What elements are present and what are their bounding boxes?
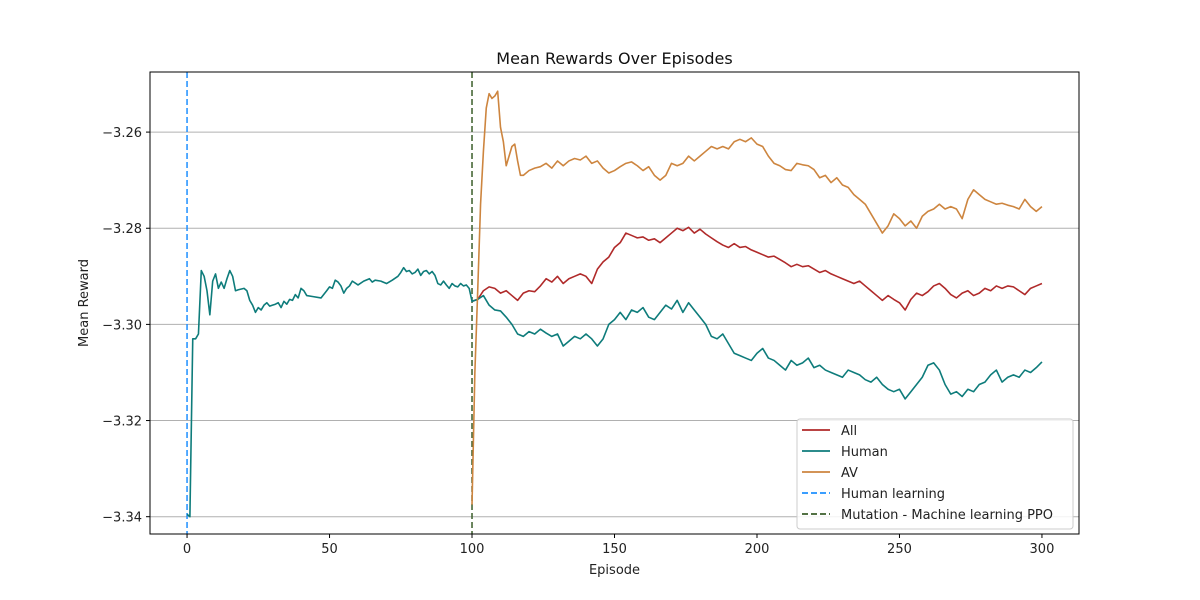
x-tick-label: 300 xyxy=(1030,542,1055,557)
legend: All Human AV Human learning Mutation - Machi… xyxy=(796,418,1074,530)
x-tick-label: 150 xyxy=(602,542,627,557)
y-tick-label: −3.26 xyxy=(102,126,142,141)
legend-label: Human xyxy=(841,445,888,460)
legend-label: AV xyxy=(841,466,858,481)
x-tick-label: 0 xyxy=(183,542,191,557)
y-tick-label: −3.34 xyxy=(102,511,142,526)
x-tick-label: 250 xyxy=(887,542,912,557)
reference-lines xyxy=(186,72,473,534)
series-line-av xyxy=(471,90,1043,505)
y-axis-ticks: −3.34 −3.32 −3.30 −3.28 −3.26 xyxy=(102,126,150,526)
y-tick-label: −3.30 xyxy=(102,318,142,333)
x-tick-label: 100 xyxy=(460,542,485,557)
x-axis-ticks: 0 50 100 150 200 250 300 xyxy=(183,534,1054,557)
legend-label: Human learning xyxy=(841,487,945,502)
series-line-all xyxy=(471,226,1043,311)
chart-title: Mean Rewards Over Episodes xyxy=(496,49,732,68)
x-tick-label: 50 xyxy=(321,542,338,557)
series-line-human xyxy=(186,266,1043,518)
legend-label: All xyxy=(841,424,857,439)
x-tick-label: 200 xyxy=(745,542,770,557)
y-tick-label: −3.32 xyxy=(102,415,142,430)
legend-box xyxy=(796,418,1074,530)
series-lines xyxy=(186,90,1043,518)
y-tick-label: −3.28 xyxy=(102,222,142,237)
x-axis-label: Episode xyxy=(589,563,640,578)
legend-label: Mutation - Machine learning PPO xyxy=(841,508,1053,523)
y-axis-label: Mean Reward xyxy=(77,259,92,347)
